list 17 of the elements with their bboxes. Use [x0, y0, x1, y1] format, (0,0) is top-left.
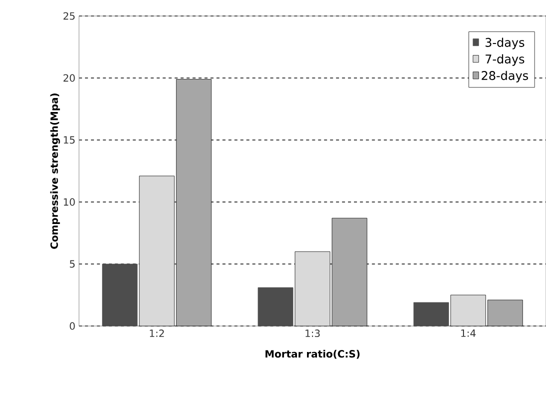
legend-label: 28-days [482, 70, 528, 82]
y-tick-label: 15 [64, 136, 75, 144]
bar [258, 287, 294, 326]
y-tick-label: 20 [64, 74, 75, 82]
y-tick-label: 10 [64, 198, 75, 206]
bar [413, 302, 449, 326]
x-tick-label: 1:2 [150, 330, 164, 337]
y-tick-label: 5 [70, 260, 75, 268]
bar [102, 264, 138, 326]
y-tick-label: 25 [64, 12, 75, 20]
y-tick-label: 0 [70, 322, 75, 330]
legend-label: 7-days [486, 54, 524, 66]
y-axis-title: Compressive strength(Mpa) [50, 94, 60, 249]
legend-label: 3-days [486, 38, 524, 50]
x-tick-label: 1:3 [306, 330, 320, 338]
x-tick-label: 1:4 [461, 330, 476, 337]
x-axis-title: Mortar ratio(C:S) [266, 350, 360, 359]
